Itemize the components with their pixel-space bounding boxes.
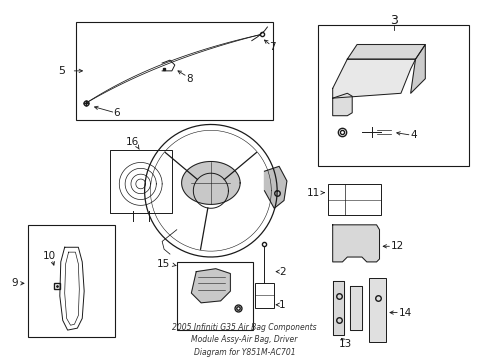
Bar bbox=[254, 283, 274, 308]
Text: 4: 4 bbox=[410, 130, 416, 140]
Text: 8: 8 bbox=[186, 74, 193, 84]
Polygon shape bbox=[410, 45, 425, 93]
Text: 2005 Infiniti G35 Air Bag Components
Module Assy-Air Bag, Driver
Diagram for Y85: 2005 Infiniti G35 Air Bag Components Mod… bbox=[172, 323, 316, 357]
Polygon shape bbox=[191, 269, 230, 303]
Text: 2: 2 bbox=[279, 267, 285, 276]
Text: 3: 3 bbox=[389, 14, 397, 27]
Text: 1: 1 bbox=[279, 300, 285, 310]
Text: 9: 9 bbox=[11, 278, 18, 288]
Bar bbox=[28, 225, 115, 337]
Polygon shape bbox=[332, 59, 415, 98]
Text: 16: 16 bbox=[126, 137, 139, 147]
Bar bbox=[368, 278, 386, 342]
Text: 12: 12 bbox=[390, 241, 404, 251]
Polygon shape bbox=[181, 162, 240, 204]
Text: 5: 5 bbox=[58, 66, 64, 76]
Polygon shape bbox=[332, 225, 379, 262]
Text: 13: 13 bbox=[338, 339, 351, 349]
Bar bbox=[76, 22, 273, 120]
Bar bbox=[109, 150, 172, 213]
Polygon shape bbox=[332, 282, 344, 335]
Polygon shape bbox=[332, 93, 351, 116]
Text: 15: 15 bbox=[156, 259, 170, 269]
Text: 6: 6 bbox=[113, 108, 120, 118]
Polygon shape bbox=[349, 286, 361, 330]
Text: 14: 14 bbox=[398, 307, 411, 318]
Polygon shape bbox=[346, 45, 425, 59]
Polygon shape bbox=[264, 166, 286, 208]
Bar bbox=[317, 25, 468, 166]
Bar bbox=[327, 184, 381, 215]
Text: 7: 7 bbox=[269, 42, 275, 53]
Text: 11: 11 bbox=[306, 188, 319, 198]
Text: 10: 10 bbox=[43, 251, 56, 261]
Bar bbox=[176, 262, 252, 330]
